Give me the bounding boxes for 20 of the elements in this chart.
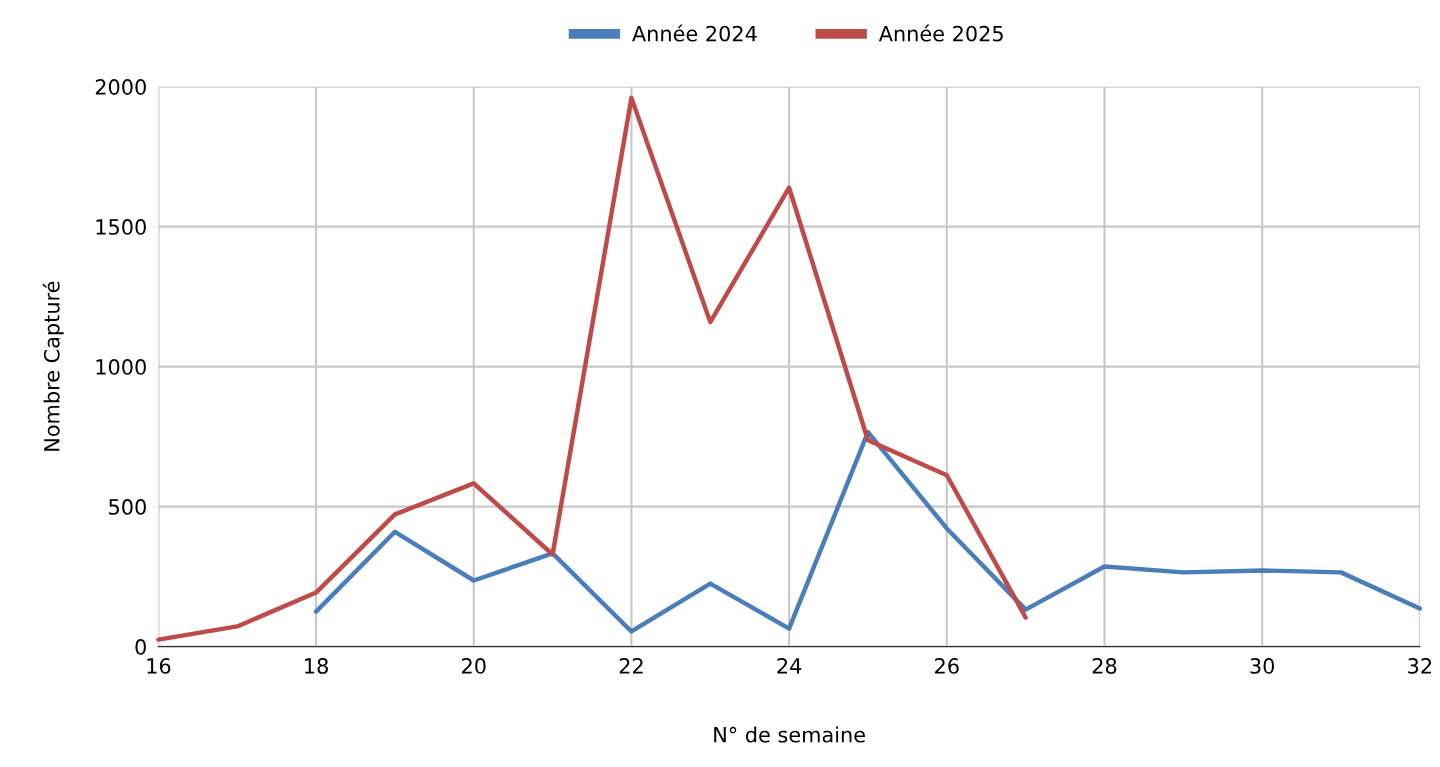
y-tick-label: 1000 — [96, 359, 146, 375]
y-axis-title: Nombre Capturé — [42, 281, 64, 451]
legend-label: Année 2025 — [878, 24, 1003, 42]
x-tick-label: 30 — [1250, 658, 1275, 674]
y-tick-label: 1500 — [96, 219, 146, 235]
x-tick-label: 24 — [777, 658, 802, 674]
y-tick-label: 2000 — [95, 79, 146, 95]
legend-label: Année 2024 — [632, 24, 757, 42]
x-axis-title: N° de semaine — [714, 726, 865, 743]
x-tick-label: 16 — [147, 658, 171, 674]
x-tick-label: 32 — [1408, 658, 1432, 674]
x-tick-label: 20 — [462, 658, 486, 674]
x-tick-label: 22 — [619, 658, 643, 674]
x-tick-label: 26 — [935, 658, 959, 674]
line-series — [156, 95, 1028, 642]
line-series — [313, 429, 1423, 634]
x-tick-label: 18 — [305, 658, 328, 674]
x-tick-label: 28 — [1092, 658, 1117, 674]
y-tick-label: 0 — [135, 639, 146, 655]
y-tick-label: 500 — [109, 499, 146, 515]
